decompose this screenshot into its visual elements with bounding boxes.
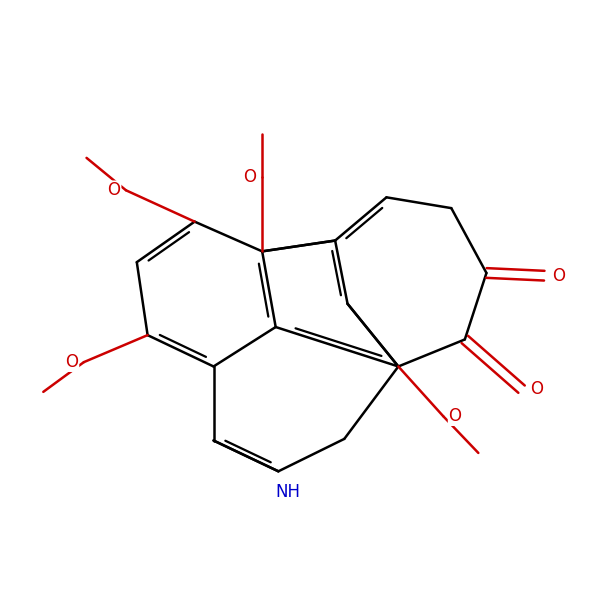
Text: O: O (530, 380, 542, 398)
Text: O: O (65, 353, 79, 371)
Text: O: O (107, 181, 121, 199)
Text: O: O (449, 407, 461, 425)
Text: NH: NH (275, 483, 301, 501)
Text: O: O (242, 169, 256, 187)
Text: O: O (553, 266, 565, 284)
